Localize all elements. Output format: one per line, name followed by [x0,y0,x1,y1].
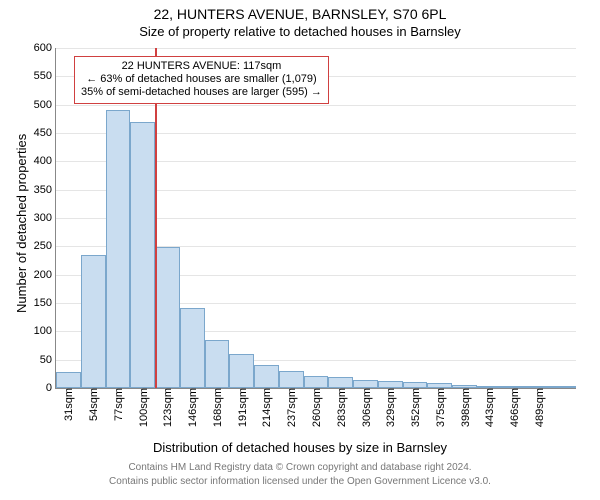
histogram-bar [205,340,230,388]
histogram-bar [279,371,304,388]
x-tick-label: 31sqm [61,388,75,421]
grid-line [56,105,576,106]
y-tick-label: 450 [34,127,56,139]
x-axis-title: Distribution of detached houses by size … [0,440,600,455]
y-tick-label: 300 [34,212,56,224]
y-tick-label: 50 [40,354,56,366]
y-axis-title: Number of detached properties [14,134,29,313]
histogram-bar [353,380,378,388]
histogram-bar [229,354,254,388]
y-tick-label: 400 [34,155,56,167]
x-tick-label: 352sqm [408,388,422,427]
footer-line-2: Contains public sector information licen… [0,476,600,487]
y-tick-label: 0 [46,382,56,394]
y-tick-label: 100 [34,325,56,337]
x-tick-label: 237sqm [284,388,298,427]
x-tick-label: 168sqm [210,388,224,427]
histogram-bar [56,372,81,388]
x-tick-label: 398sqm [458,388,472,427]
chart-plot-area: 22 HUNTERS AVENUE: 117sqm ← 63% of detac… [55,48,576,389]
annotation-line-3: 35% of semi-detached houses are larger (… [81,86,322,99]
grid-line [56,48,576,49]
x-tick-label: 214sqm [259,388,273,427]
x-tick-label: 283sqm [334,388,348,427]
histogram-bar [254,365,279,388]
x-tick-label: 329sqm [383,388,397,427]
histogram-bar [328,377,353,388]
y-tick-label: 600 [34,42,56,54]
x-tick-label: 466sqm [507,388,521,427]
x-tick-label: 306sqm [359,388,373,427]
histogram-bar [304,376,329,388]
y-tick-label: 200 [34,269,56,281]
histogram-bar [551,386,576,388]
y-tick-label: 250 [34,240,56,252]
histogram-bar [81,255,106,388]
x-tick-label: 54sqm [86,388,100,421]
x-tick-label: 443sqm [482,388,496,427]
page-subtitle: Size of property relative to detached ho… [0,24,600,39]
page-title: 22, HUNTERS AVENUE, BARNSLEY, S70 6PL [0,6,600,22]
footer-line-1: Contains HM Land Registry data © Crown c… [0,462,600,473]
annotation-box: 22 HUNTERS AVENUE: 117sqm ← 63% of detac… [74,56,329,104]
x-tick-label: 123sqm [160,388,174,427]
y-tick-label: 350 [34,184,56,196]
histogram-bar [106,110,131,388]
x-tick-label: 191sqm [235,388,249,427]
y-tick-label: 550 [34,70,56,82]
histogram-bar [180,308,205,388]
histogram-bar [378,381,403,388]
x-tick-label: 146sqm [185,388,199,427]
x-tick-label: 100sqm [136,388,150,427]
x-tick-label: 260sqm [309,388,323,427]
y-tick-label: 500 [34,99,56,111]
x-tick-label: 77sqm [111,388,125,421]
annotation-line-2: ← 63% of detached houses are smaller (1,… [81,73,322,86]
histogram-bar [130,122,155,388]
histogram-bar [155,247,180,388]
x-tick-label: 375sqm [433,388,447,427]
x-tick-label: 489sqm [532,388,546,427]
annotation-line-1: 22 HUNTERS AVENUE: 117sqm [81,60,322,73]
page-root: 22, HUNTERS AVENUE, BARNSLEY, S70 6PL Si… [0,0,600,500]
y-tick-label: 150 [34,297,56,309]
